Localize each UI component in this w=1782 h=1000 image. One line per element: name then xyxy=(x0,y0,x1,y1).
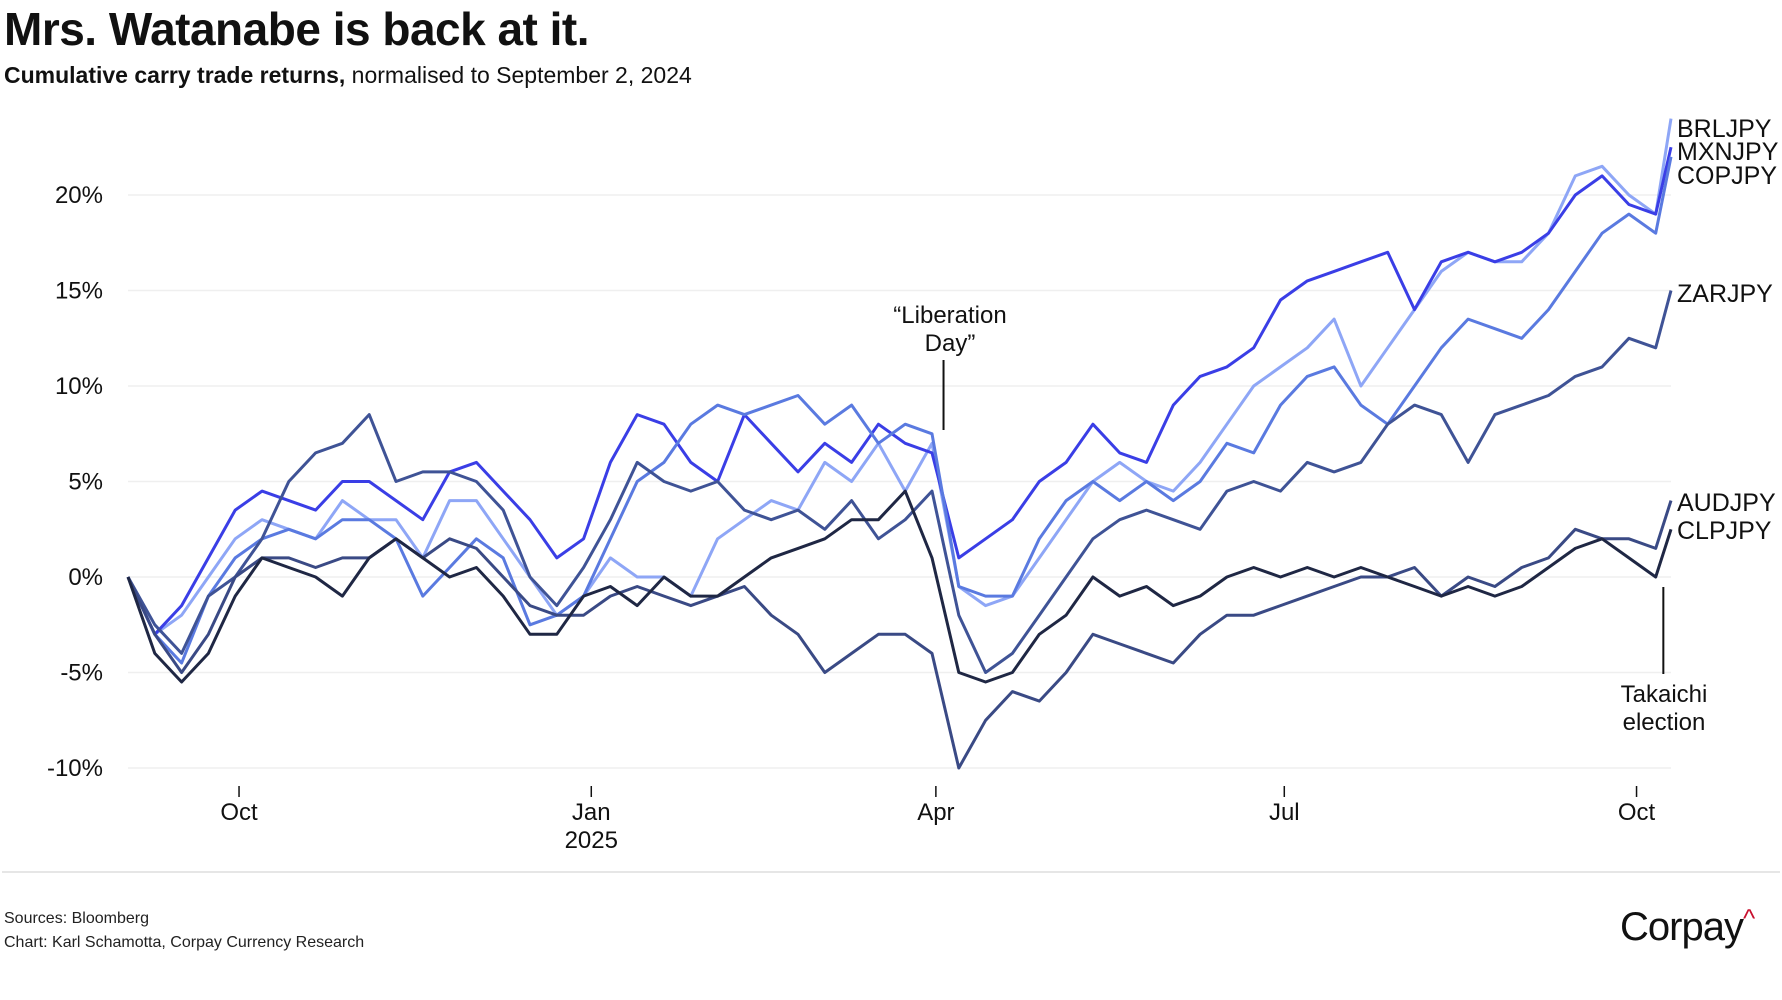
series-line-zarjpy xyxy=(126,290,1673,674)
series-label-brljpy: BRLJPY xyxy=(1677,115,1772,143)
takaichi-election-label: Takaichi xyxy=(1621,681,1708,708)
sources-note: Sources: Bloomberg xyxy=(4,910,149,927)
chart-subtitle: Cumulative carry trade returns, normalis… xyxy=(4,62,692,89)
liberation-day-label: “Liberation xyxy=(893,302,1006,329)
y-tick-label: 15% xyxy=(55,278,103,305)
series-label-mxnjpy: MXNJPY xyxy=(1677,138,1779,166)
x-tick-label: Jan xyxy=(572,799,611,826)
subtitle-rest: normalised to September 2, 2024 xyxy=(345,62,692,88)
series-label-zarjpy: ZARJPY xyxy=(1677,280,1773,308)
y-tick-label: -10% xyxy=(47,755,103,782)
logo-text: Corpay xyxy=(1620,905,1744,949)
takaichi-election-label: election xyxy=(1623,709,1706,736)
series-label-copjpy: COPJPY xyxy=(1677,162,1777,190)
x-tick-label: Apr xyxy=(917,799,954,826)
series-line-copjpy xyxy=(126,156,1673,665)
x-tick-sublabel: 2025 xyxy=(565,827,618,854)
y-tick-label: -5% xyxy=(60,660,103,687)
series-line-clpjpy xyxy=(126,489,1673,684)
series-line-audjpy xyxy=(126,500,1673,770)
x-tick-label: Oct xyxy=(220,799,258,826)
liberation-day-label: Day” xyxy=(925,330,976,357)
chart-title: Mrs. Watanabe is back at it. xyxy=(4,3,590,55)
series-label-audjpy: AUDJPY xyxy=(1677,489,1776,517)
y-tick-label: 10% xyxy=(55,373,103,400)
chart-credit: Chart: Karl Schamotta, Corpay Currency R… xyxy=(4,934,365,951)
x-tick-label: Oct xyxy=(1618,799,1656,826)
y-tick-label: 20% xyxy=(55,182,103,209)
series-line-mxnjpy xyxy=(126,146,1673,636)
corpay-logo: Corpay^ xyxy=(1620,903,1755,950)
y-tick-label: 0% xyxy=(68,564,103,591)
series-label-clpjpy: CLPJPY xyxy=(1677,517,1772,545)
subtitle-bold: Cumulative carry trade returns, xyxy=(4,62,346,88)
logo-caret-icon: ^ xyxy=(1742,903,1755,933)
footer-divider xyxy=(2,871,1780,873)
x-tick-label: Jul xyxy=(1269,799,1300,826)
y-tick-label: 5% xyxy=(68,469,103,496)
